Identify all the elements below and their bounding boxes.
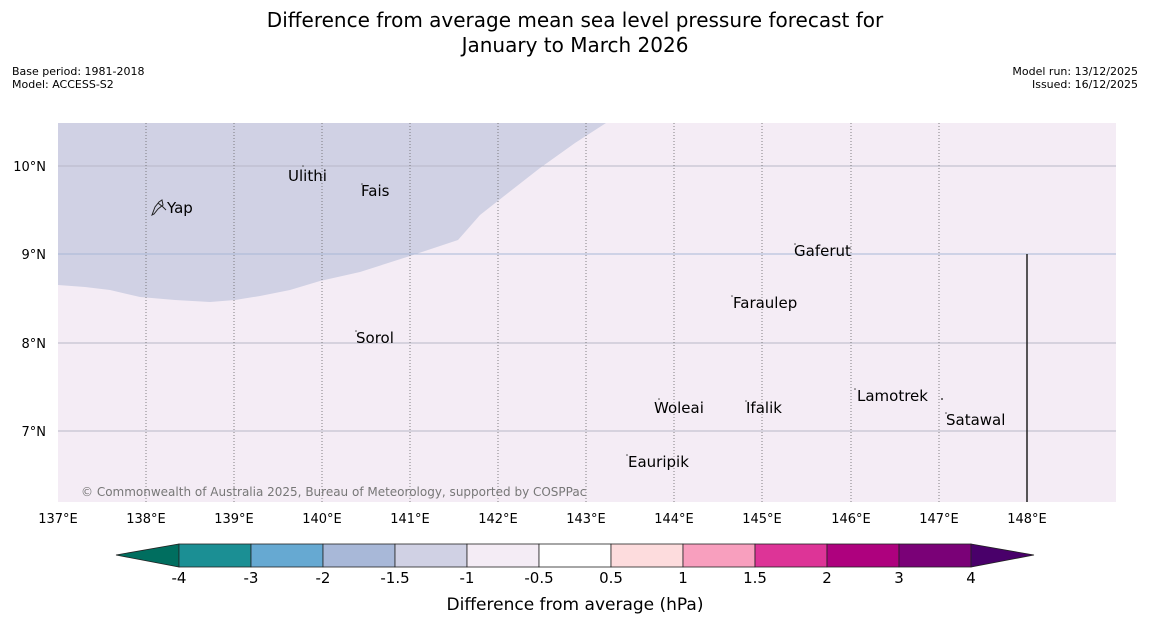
colorbar-tick: 1.5	[743, 569, 767, 587]
meta-left: Base period: 1981-2018 Model: ACCESS-S2	[12, 65, 144, 91]
colorbar-tick: 4	[966, 569, 976, 587]
island-shapes	[151, 199, 167, 217]
lon-tick-141e: 141°E	[390, 512, 430, 527]
island-dots	[302, 165, 947, 456]
lon-tick-145e: 145°E	[742, 512, 782, 527]
colorbar-tick: -3	[244, 569, 259, 587]
lon-tick-137e: 137°E	[38, 512, 78, 527]
lamotrek-east-dot	[941, 398, 943, 400]
colorbar-segment	[610, 543, 684, 568]
satawal-dot	[945, 412, 947, 414]
yap-reef-shape	[157, 202, 167, 211]
lamotrek-dot	[854, 388, 856, 390]
lon-tick-143e: 143°E	[566, 512, 606, 527]
lon-tick-labels: 137°E 138°E 139°E 140°E 141°E 142°E 143°…	[38, 512, 1047, 527]
lat-tick-10n: 10°N	[13, 160, 46, 175]
colorbar-tick-labels: -4 -3 -2 -1.5 -1 -0.5 0.5 1 1.5 2 3 4	[172, 569, 976, 587]
lon-tick-146e: 146°E	[831, 512, 871, 527]
lat-gridlines	[58, 165, 1116, 432]
colorbar-segment	[322, 543, 396, 568]
place-label-gaferut: Gaferut	[794, 242, 851, 260]
yap-island-shape	[151, 199, 164, 217]
lat-tick-8n: 8°N	[22, 337, 47, 352]
lon-gridlines	[145, 123, 940, 502]
colorbar-tick: -2	[316, 569, 331, 587]
place-label-satawal: Satawal	[946, 411, 1005, 429]
lon-tick-140e: 140°E	[302, 512, 342, 527]
ifalik-dot	[745, 400, 747, 402]
colorbar-segment	[250, 543, 324, 568]
place-label-lamotrek: Lamotrek	[857, 387, 928, 405]
issued-date: Issued: 16/12/2025	[1031, 78, 1138, 91]
colorbar-segment	[538, 543, 612, 568]
colorbar-extend-high	[970, 543, 1035, 568]
model-name: Model: ACCESS-S2	[12, 78, 114, 91]
lat-tick-labels: 10°N 9°N 8°N 7°N	[13, 160, 46, 440]
colorbar-tick: -0.5	[524, 569, 553, 587]
lat-tick-9n: 9°N	[22, 248, 47, 263]
place-label-ulithi: Ulithi	[288, 167, 327, 185]
title: Difference from average mean sea level p…	[0, 8, 1150, 58]
place-label-fais: Fais	[361, 182, 390, 200]
place-label-ifalik: Ifalik	[746, 399, 782, 417]
colorbar-extend-low	[115, 543, 180, 568]
colorbar-segment	[826, 543, 900, 568]
colorbar-tick: -1.5	[380, 569, 409, 587]
colorbar-tick: 2	[822, 569, 832, 587]
colorbar-segment	[682, 543, 756, 568]
lat-tick-7n: 7°N	[22, 425, 47, 440]
lon-tick-144e: 144°E	[654, 512, 694, 527]
lon-tick-147e: 147°E	[919, 512, 959, 527]
ulithi-dot	[302, 165, 304, 167]
place-label-woleai: Woleai	[654, 399, 704, 417]
faraulep-dot	[731, 295, 733, 297]
colorbar-tick: -1	[460, 569, 475, 587]
copyright-notice: © Commonwealth of Australia 2025, Bureau…	[81, 485, 586, 499]
colorbar-tick: 1	[678, 569, 688, 587]
colorbar-segment	[754, 543, 828, 568]
model-run: Model run: 13/12/2025	[1012, 65, 1138, 78]
woleai-dot	[658, 398, 660, 400]
colorbar-segment	[178, 543, 252, 568]
lon-tick-142e: 142°E	[478, 512, 518, 527]
colorbar-tick: 3	[894, 569, 904, 587]
gaferut-dot	[794, 243, 796, 245]
colorbar-segment	[394, 543, 468, 568]
colorbar-tick: 0.5	[599, 569, 623, 587]
fais-dot	[361, 183, 363, 185]
place-label-eauripik: Eauripik	[628, 453, 689, 471]
title-line-1: Difference from average mean sea level p…	[266, 8, 884, 32]
lon-tick-139e: 139°E	[214, 512, 254, 527]
lon-tick-138e: 138°E	[126, 512, 166, 527]
place-label-sorol: Sorol	[356, 329, 394, 347]
region-blue	[58, 123, 606, 302]
colorbar: -4 -3 -2 -1.5 -1 -0.5 0.5 1 1.5 2 3 4 Di…	[115, 543, 1035, 615]
colorbar-segment	[898, 543, 972, 568]
colorbar-tick: -4	[172, 569, 187, 587]
meta-right: Model run: 13/12/2025 Issued: 16/12/2025	[1012, 65, 1138, 91]
place-labels: Yap Ulithi Fais Gaferut Faraulep Sorol W…	[166, 167, 1005, 471]
colorbar-label: Difference from average (hPa)	[447, 595, 704, 615]
sorol-dot	[355, 330, 357, 332]
eauripik-dot	[626, 454, 628, 456]
place-label-faraulep: Faraulep	[733, 294, 797, 312]
place-label-yap: Yap	[166, 199, 193, 217]
lon-tick-148e: 148°E	[1007, 512, 1047, 527]
title-line-2: January to March 2026	[461, 33, 689, 57]
colorbar-segment	[466, 543, 540, 568]
base-period: Base period: 1981-2018	[12, 65, 145, 78]
